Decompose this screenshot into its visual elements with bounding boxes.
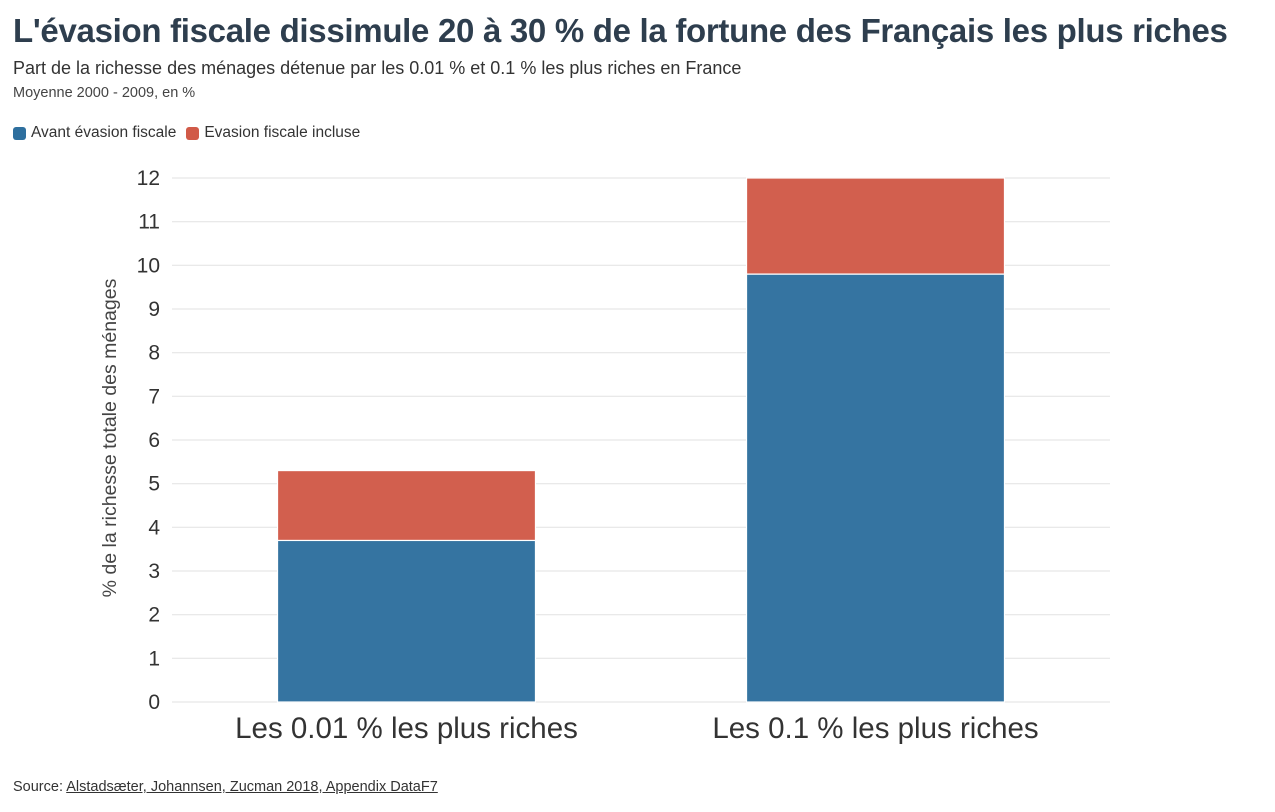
bar-before [745, 273, 1006, 703]
chart-title: L'évasion fiscale dissimule 20 à 30 % de… [13, 12, 1228, 49]
y-tick-label: 5 [148, 473, 160, 496]
y-tick-label: 10 [137, 254, 160, 277]
legend-item-before[interactable]: Avant évasion fiscale [13, 124, 176, 142]
legend-item-evasion[interactable]: Evasion fiscale incluse [186, 124, 360, 142]
y-tick-label: 6 [148, 429, 160, 452]
y-tick-label: 3 [148, 560, 160, 583]
y-axis-label: % de la richesse totale des ménages [99, 278, 121, 597]
bar-evasion [745, 177, 1006, 275]
y-tick-label: 11 [138, 211, 160, 234]
y-tick-label: 12 [137, 167, 160, 190]
legend-swatch-evasion [186, 126, 200, 140]
y-tick-label: 8 [148, 342, 160, 365]
bar-evasion [276, 469, 537, 542]
y-tick-label: 1 [148, 647, 160, 670]
y-tick-label: 0 [148, 691, 160, 714]
x-tick-label: Les 0.1 % les plus riches [712, 712, 1038, 745]
source-line: Source: Alstadsæter, Johannsen, Zucman 2… [13, 779, 438, 795]
legend-swatch-before [13, 126, 26, 140]
y-tick-label: 7 [148, 385, 160, 408]
chart-subtitle: Part de la richesse des ménages détenue … [13, 58, 742, 78]
legend-label-before: Avant évasion fiscale [31, 124, 177, 141]
y-tick-label: 2 [148, 604, 160, 627]
y-tick-label: 9 [148, 298, 160, 321]
legend: Avant évasion fiscale Evasion fiscale in… [13, 124, 360, 142]
x-tick-label: Les 0.01 % les plus riches [235, 712, 578, 745]
y-tick-label: 4 [148, 516, 160, 539]
legend-label-evasion: Evasion fiscale incluse [204, 124, 361, 141]
source-label: Source: [13, 779, 67, 795]
chart-note: Moyenne 2000 - 2009, en % [13, 85, 196, 101]
bar-before [276, 539, 537, 703]
source-link[interactable]: Alstadsæter, Johannsen, Zucman 2018, App… [66, 779, 438, 795]
